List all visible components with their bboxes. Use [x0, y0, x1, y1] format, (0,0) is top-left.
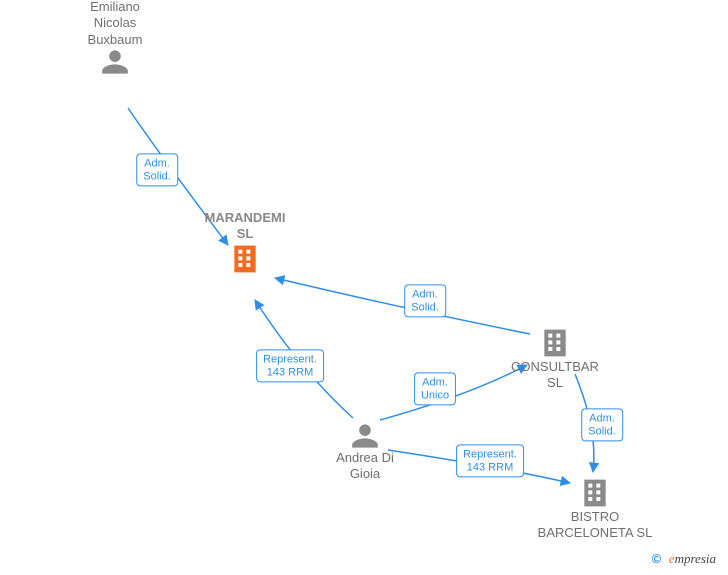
- node-marandemi[interactable]: MARANDEMI SL: [185, 210, 305, 275]
- node-andrea[interactable]: Andrea Di Gioia: [310, 422, 420, 483]
- node-label: MARANDEMI SL: [185, 210, 305, 243]
- diagram-canvas: Emiliano Nicolas Buxbaum MARANDEMI SL CO…: [0, 0, 728, 575]
- person-icon: [310, 422, 420, 450]
- edge-e_consultbar_marandemi: [275, 278, 530, 334]
- edge-label-adm-solid: Adm. Solid.: [136, 153, 178, 186]
- edge-label-represent-143: Represent. 143 RRM: [256, 349, 324, 382]
- building-icon: [515, 477, 675, 509]
- person-icon: [65, 48, 165, 76]
- node-label: Emiliano Nicolas Buxbaum: [65, 0, 165, 48]
- watermark: © empresia: [652, 551, 716, 567]
- copyright-icon: ©: [652, 551, 662, 566]
- edge-label-adm-solid: Adm. Solid.: [581, 408, 623, 441]
- building-icon: [185, 243, 305, 275]
- node-emiliano[interactable]: Emiliano Nicolas Buxbaum: [65, 0, 165, 76]
- edge-label-represent-143: Represent. 143 RRM: [456, 444, 524, 477]
- building-icon: [495, 327, 615, 359]
- node-bistro[interactable]: BISTRO BARCELONETA SL: [515, 477, 675, 542]
- node-label: BISTRO BARCELONETA SL: [515, 509, 675, 542]
- brand-name: empresia: [669, 551, 716, 566]
- edge-label-adm-solid: Adm. Solid.: [404, 284, 446, 317]
- edge-label-adm-unico: Adm. Unico: [414, 372, 456, 405]
- node-label: Andrea Di Gioia: [310, 450, 420, 483]
- node-consultbar[interactable]: CONSULTBAR SL: [495, 327, 615, 392]
- node-label: CONSULTBAR SL: [495, 359, 615, 392]
